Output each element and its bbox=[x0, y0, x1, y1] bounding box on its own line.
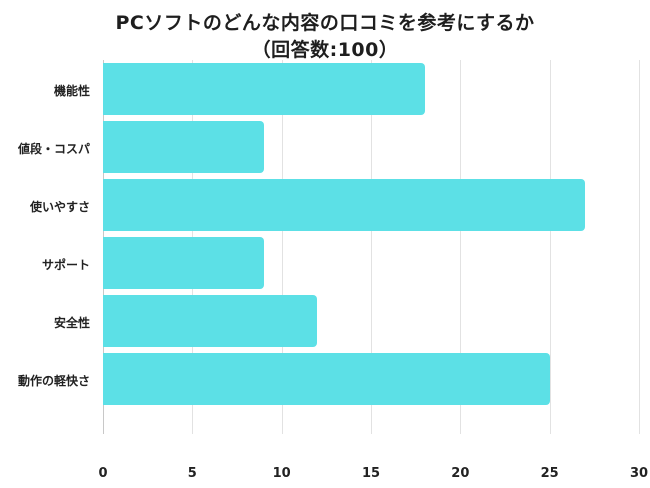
bar bbox=[103, 121, 264, 173]
category-label: 使いやすさ bbox=[29, 200, 90, 214]
bar bbox=[103, 295, 318, 347]
chart-title: PCソフトのどんな内容の口コミを参考にするか bbox=[115, 12, 535, 34]
category-label: 機能性 bbox=[53, 84, 90, 98]
x-tick-label: 30 bbox=[629, 466, 649, 481]
bar bbox=[103, 353, 550, 405]
gridline bbox=[281, 60, 283, 434]
gridline bbox=[460, 60, 462, 434]
category-label: サポート bbox=[41, 258, 90, 272]
chart-subtitle: （回答数:100） bbox=[251, 39, 399, 61]
x-tick-label: 10 bbox=[272, 466, 291, 481]
plot-area bbox=[103, 60, 640, 434]
bar bbox=[103, 237, 264, 289]
gridline bbox=[371, 60, 372, 434]
x-tick-label: 20 bbox=[451, 466, 470, 481]
bar bbox=[103, 179, 586, 231]
x-tick-label: 5 bbox=[187, 466, 197, 481]
category-label: 値段・コスパ bbox=[17, 142, 90, 156]
gridline bbox=[549, 60, 551, 434]
x-tick-label: 25 bbox=[540, 466, 559, 481]
category-label: 動作の軽快さ bbox=[17, 374, 90, 388]
category-label: 安全性 bbox=[53, 316, 90, 330]
bar bbox=[103, 63, 425, 115]
x-tick-label: 0 bbox=[98, 466, 108, 481]
x-tick-label: 15 bbox=[361, 466, 381, 481]
gridline bbox=[639, 60, 640, 434]
